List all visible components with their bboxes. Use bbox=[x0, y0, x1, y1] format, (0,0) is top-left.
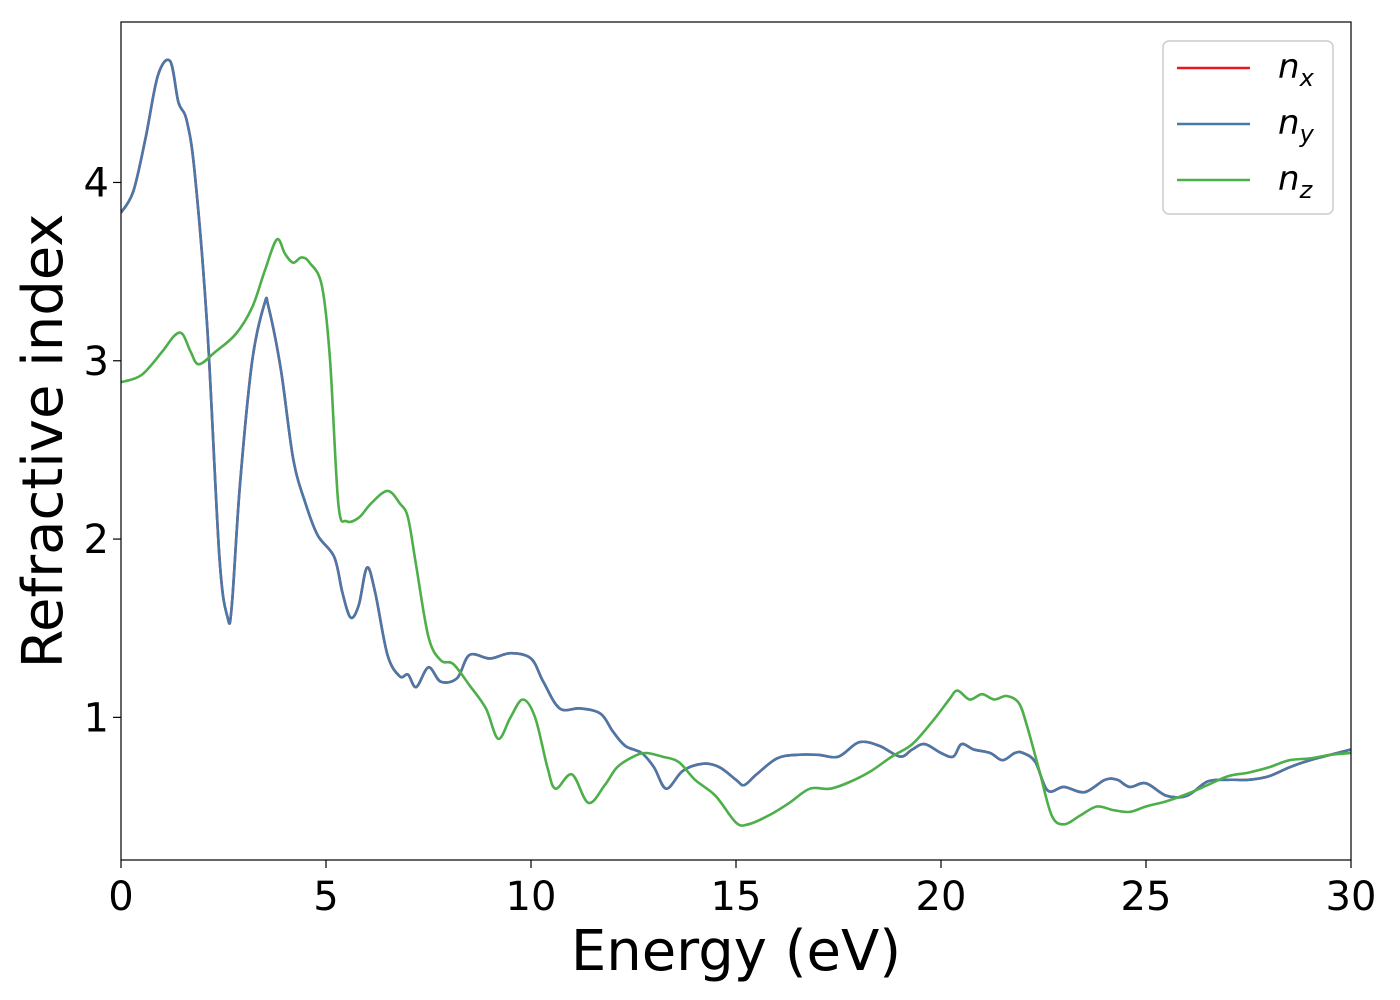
x-tick-label: 10 bbox=[506, 874, 557, 920]
y-tick-label: 4 bbox=[84, 160, 109, 206]
x-tick-label: 30 bbox=[1326, 874, 1377, 920]
y-axis-ticks: 1 2 3 4 bbox=[84, 160, 121, 741]
x-axis-ticks: 0 5 10 15 20 25 30 bbox=[108, 860, 1376, 920]
legend-label-nx: nx bbox=[1278, 47, 1315, 92]
x-tick-label: 15 bbox=[711, 874, 762, 920]
plot-area bbox=[121, 22, 1351, 860]
x-tick-label: 25 bbox=[1121, 874, 1172, 920]
series-line-nz bbox=[121, 237, 1351, 827]
series-layer bbox=[121, 58, 1351, 827]
x-tick-label: 20 bbox=[916, 874, 967, 920]
y-axis-label: Refractive index bbox=[11, 214, 76, 669]
y-tick-label: 3 bbox=[84, 339, 109, 385]
legend-label-ny: ny bbox=[1278, 103, 1315, 148]
x-tick-label: 5 bbox=[313, 874, 338, 920]
legend-label-nz: nz bbox=[1278, 159, 1314, 204]
x-axis-label: Energy (eV) bbox=[571, 919, 901, 984]
x-tick-label: 0 bbox=[108, 874, 133, 920]
y-tick-label: 1 bbox=[84, 695, 109, 741]
legend: nx ny nz bbox=[1162, 40, 1334, 215]
series-line-ny bbox=[121, 58, 1351, 799]
y-tick-label: 2 bbox=[84, 517, 109, 563]
legend-frame bbox=[1162, 40, 1334, 215]
